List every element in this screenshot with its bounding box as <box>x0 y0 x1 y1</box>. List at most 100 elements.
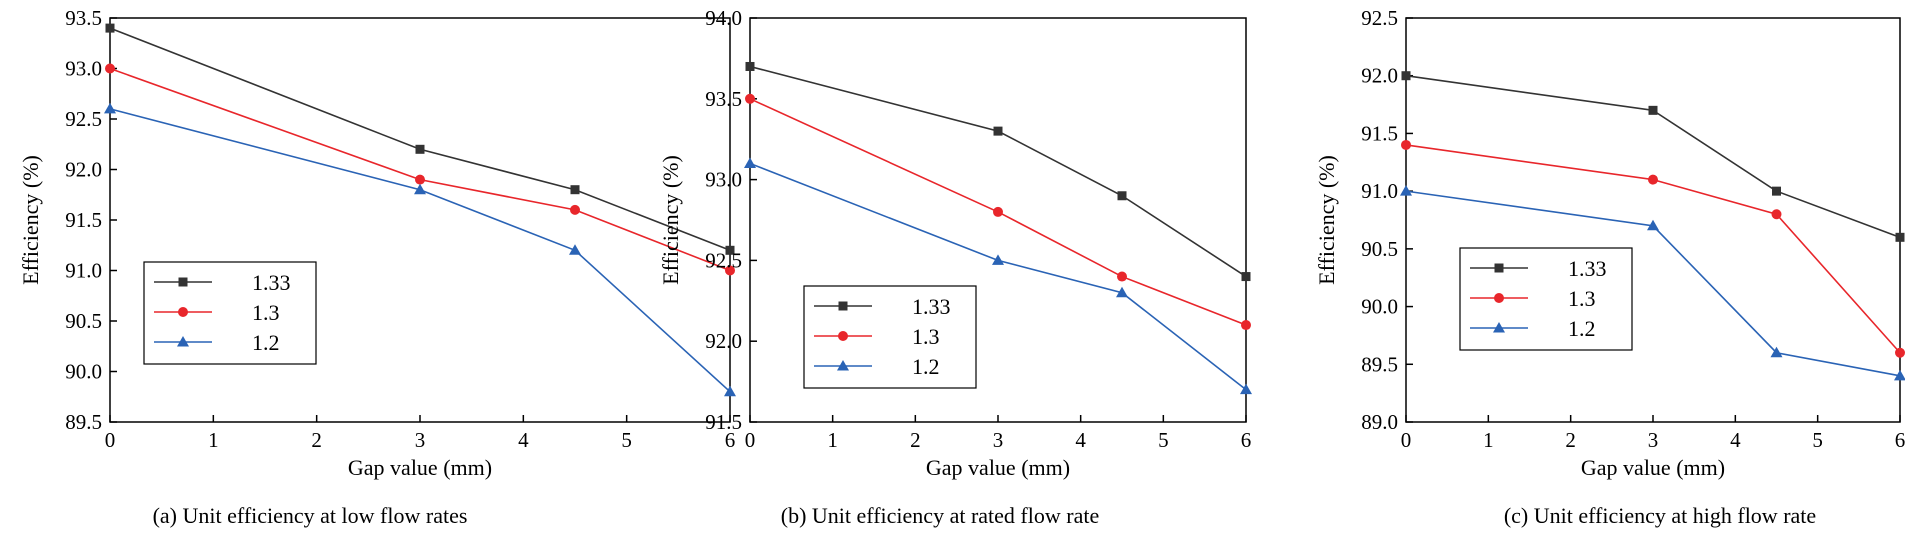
y-tick-label: 90.0 <box>65 360 102 384</box>
x-tick-label: 5 <box>1812 428 1823 452</box>
y-tick-label: 92.0 <box>705 329 742 353</box>
series-1.2 <box>744 157 1252 395</box>
x-tick-label: 0 <box>105 428 116 452</box>
data-point <box>415 174 425 185</box>
x-tick-label: 0 <box>745 428 756 452</box>
x-tick-label: 1 <box>208 428 219 452</box>
data-point <box>1772 186 1781 196</box>
chart-panel-3: 0 1 2 3 4 5 6 89.0 89.5 90.0 90.5 91.0 91.5 92.0 92.5 G… <box>1314 6 1905 528</box>
x-tick-label: 3 <box>415 428 426 452</box>
series-line <box>1405 144 1901 354</box>
legend-marker <box>1494 263 1504 273</box>
legend-box <box>143 261 317 365</box>
data-point <box>570 185 580 195</box>
x-tick-label: 5 <box>1158 428 1169 452</box>
data-point <box>1648 174 1658 185</box>
y-tick-label: 93.5 <box>705 87 742 111</box>
x-tick-label: 1 <box>1483 428 1494 452</box>
series-1.3 <box>1401 139 1905 358</box>
data-point <box>993 126 1003 136</box>
x-axis-title: Gap value (mm) <box>348 455 492 480</box>
data-point <box>1116 286 1128 298</box>
y-tick-label: 91.5 <box>1361 121 1398 145</box>
data-point <box>1241 272 1251 282</box>
data-point <box>105 23 115 33</box>
x-axis-title: Gap value (mm) <box>926 455 1070 480</box>
data-point <box>725 265 735 276</box>
y-tick-label: 92.0 <box>65 158 102 182</box>
legend-marker <box>177 336 189 347</box>
data-point <box>1647 219 1659 231</box>
y-tick-label: 93.0 <box>705 168 742 192</box>
data-point <box>569 244 581 255</box>
y-tick-label: 89.0 <box>1361 410 1398 434</box>
data-point <box>1400 185 1412 196</box>
y-tick-label: 90.5 <box>1361 237 1398 261</box>
series-line <box>749 98 1247 326</box>
legend-label: 1.3 <box>252 300 280 325</box>
series-line <box>1405 74 1901 239</box>
legend-label: 1.2 <box>912 354 940 379</box>
legend-box <box>1459 247 1633 351</box>
series-line <box>749 162 1247 391</box>
figure-caption: (c) Unit efficiency at high flow rate <box>1504 503 1816 528</box>
legend-label: 1.3 <box>912 324 940 349</box>
series-1.3 <box>745 93 1251 331</box>
data-point <box>1894 369 1905 381</box>
x-tick-label: 2 <box>311 428 322 452</box>
data-point <box>1240 383 1252 395</box>
series-line <box>109 108 731 393</box>
series-1.2 <box>1400 185 1905 381</box>
data-point <box>724 385 736 397</box>
data-point <box>992 254 1004 265</box>
y-tick-label: 92.0 <box>1361 64 1398 88</box>
y-tick-label: 90.0 <box>1361 295 1398 319</box>
data-point <box>1117 191 1127 201</box>
x-tick-label: 6 <box>1895 428 1905 452</box>
y-tick-label: 91.0 <box>1361 179 1398 203</box>
data-point <box>993 206 1003 217</box>
x-tick-label: 1 <box>827 428 838 452</box>
x-tick-label: 4 <box>518 428 529 452</box>
figure-caption: (a) Unit efficiency at low flow rates <box>153 503 468 528</box>
data-point <box>1648 105 1658 115</box>
data-point <box>745 93 755 104</box>
y-tick-label: 93.5 <box>65 6 102 30</box>
y-axis-title: Efficiency (%) <box>1314 155 1339 285</box>
data-point <box>725 245 735 255</box>
data-point <box>105 63 115 74</box>
x-tick-label: 2 <box>910 428 921 452</box>
series-1.33 <box>105 23 735 255</box>
legend-marker <box>838 301 848 311</box>
x-tick-label: 5 <box>621 428 632 452</box>
y-tick-label: 92.5 <box>65 107 102 131</box>
data-point <box>415 144 425 154</box>
y-tick-label: 92.5 <box>1361 6 1398 30</box>
data-point <box>1401 139 1411 150</box>
y-axis-title: Efficiency (%) <box>658 155 683 285</box>
legend-marker <box>1493 322 1505 333</box>
y-tick-label: 92.5 <box>705 248 742 272</box>
data-point <box>1895 347 1905 358</box>
series-line <box>749 65 1247 278</box>
data-point <box>570 204 580 215</box>
legend-label: 1.33 <box>912 294 951 319</box>
data-point <box>104 102 116 114</box>
x-tick-label: 4 <box>1075 428 1086 452</box>
legend: 1.33 1.3 1.2 <box>803 285 977 389</box>
legend-label: 1.2 <box>1568 316 1596 341</box>
y-axis-title: Efficiency (%) <box>18 155 43 285</box>
y-tick-label: 89.5 <box>1361 352 1398 376</box>
x-tick-label: 3 <box>993 428 1004 452</box>
series-1.3 <box>105 63 735 276</box>
series-line <box>109 27 731 252</box>
data-point <box>1117 271 1127 282</box>
y-tick-label: 90.5 <box>65 309 102 333</box>
data-point <box>744 157 756 168</box>
y-tick-label: 89.5 <box>65 410 102 434</box>
legend-label: 1.33 <box>1568 256 1607 281</box>
legend-marker <box>178 307 188 317</box>
chart-panel-1: 0 1 2 3 4 5 6 89.5 90.0 90.5 91.0 91.5 92.0 92.5 93.0 9… <box>18 6 736 528</box>
